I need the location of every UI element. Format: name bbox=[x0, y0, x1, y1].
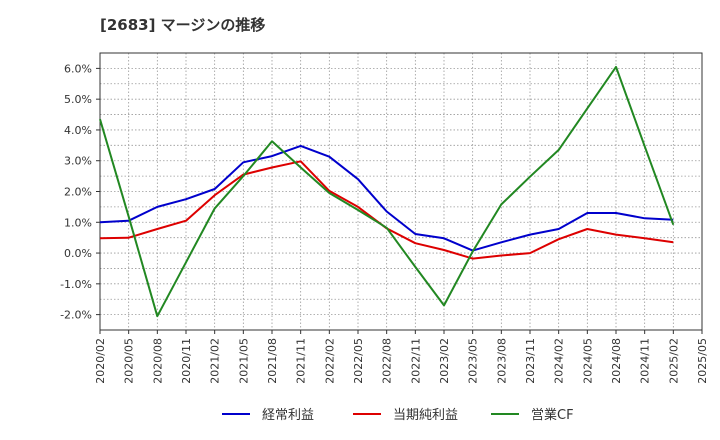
y-tick-label: -1.0% bbox=[60, 278, 92, 291]
x-tick-label: 2021/02 bbox=[209, 338, 222, 384]
x-tick-label: 2021/08 bbox=[266, 338, 279, 384]
x-tick-label: 2024/02 bbox=[553, 338, 566, 384]
y-tick-label: 2.0% bbox=[64, 186, 92, 199]
y-tick-label: 0.0% bbox=[64, 247, 92, 260]
y-tick-label: 5.0% bbox=[64, 93, 92, 106]
x-tick-label: 2024/05 bbox=[581, 338, 594, 384]
x-tick-label: 2024/11 bbox=[639, 338, 652, 384]
series-line-3 bbox=[99, 65, 675, 318]
x-tick-label: 2020/02 bbox=[94, 338, 107, 384]
x-tick-label: 2021/05 bbox=[237, 338, 250, 384]
x-tick-label: 2020/05 bbox=[123, 338, 136, 384]
legend-label-1: 経常利益 bbox=[262, 408, 314, 423]
x-tick-label: 2020/11 bbox=[180, 338, 193, 384]
x-tick-label: 2022/08 bbox=[381, 338, 394, 384]
x-tick-label: 2023/11 bbox=[524, 338, 537, 384]
x-tick-label: 2023/08 bbox=[495, 338, 508, 384]
x-tick-label: 2022/02 bbox=[323, 338, 336, 384]
grid bbox=[100, 53, 702, 330]
x-tick-label: 2024/08 bbox=[610, 338, 623, 384]
legend-label-3: 営業CF bbox=[531, 407, 574, 423]
y-axis: 6.0% 5.0% 4.0% 3.0% 2.0% 1.0% 0.0% -1.0% -2.0% bbox=[60, 62, 100, 322]
x-tick-label: 2025/02 bbox=[667, 338, 680, 384]
x-tick-label: 2022/11 bbox=[409, 338, 422, 384]
y-tick-label: 1.0% bbox=[64, 216, 92, 229]
y-tick-label: 3.0% bbox=[64, 155, 92, 168]
x-axis: 2020/02 2020/05 2020/08 2020/11 2021/02 2021/… bbox=[94, 330, 709, 384]
x-tick-label: 2021/11 bbox=[295, 338, 308, 384]
legend-label-2: 当期純利益 bbox=[393, 408, 458, 423]
y-tick-label: -2.0% bbox=[60, 309, 92, 322]
legend: 経常利益 当期純利益 営業CF bbox=[222, 407, 574, 423]
chart-title: [2683] マージンの推移 bbox=[100, 16, 266, 34]
x-tick-label: 2020/08 bbox=[151, 338, 164, 384]
series-line-1 bbox=[99, 144, 674, 252]
x-tick-label: 2023/02 bbox=[438, 338, 451, 384]
x-tick-label: 2023/05 bbox=[467, 338, 480, 384]
y-tick-label: 4.0% bbox=[64, 124, 92, 137]
x-tick-label: 2025/05 bbox=[696, 338, 709, 384]
x-tick-label: 2022/05 bbox=[352, 338, 365, 384]
series-layer bbox=[99, 65, 675, 318]
y-tick-label: 6.0% bbox=[64, 62, 92, 75]
